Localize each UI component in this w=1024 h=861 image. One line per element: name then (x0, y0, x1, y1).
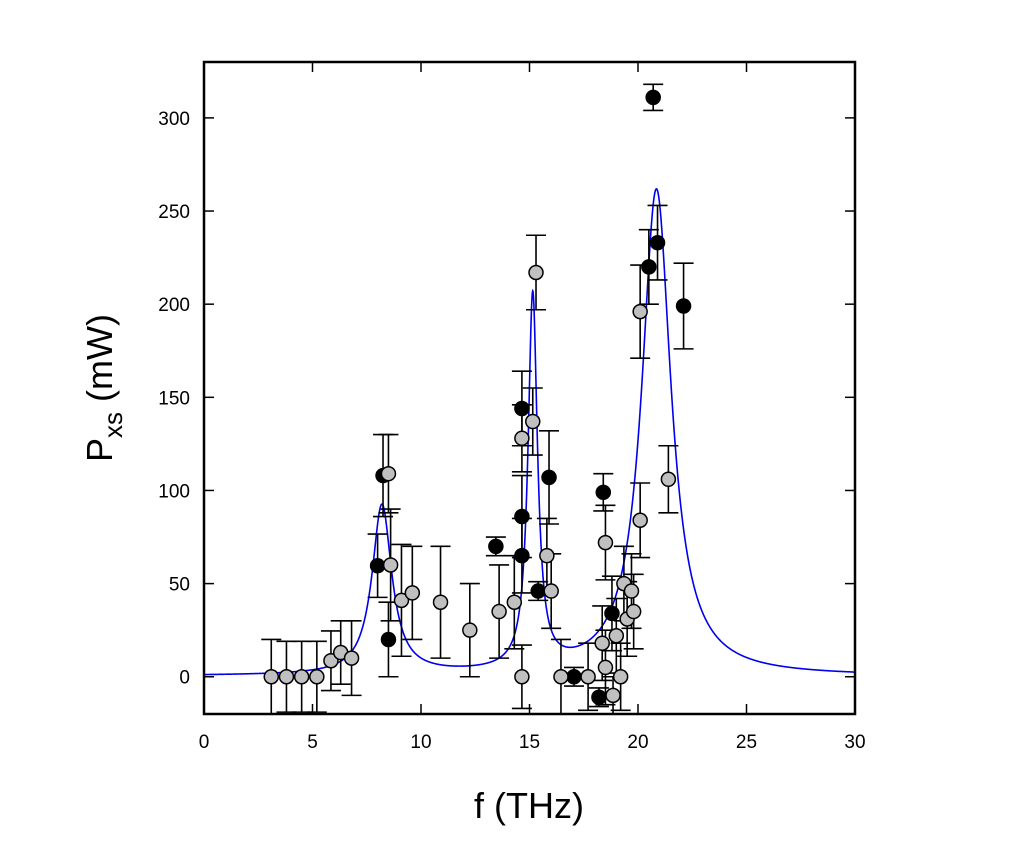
open-data-point (608, 628, 625, 644)
open-data-point (278, 668, 295, 685)
filled-data-point (380, 631, 397, 648)
open-data-point (632, 303, 648, 320)
y-axis-label-sub: xs (98, 412, 128, 438)
open-data-point (514, 668, 530, 685)
open-data-point (491, 603, 507, 620)
open-data-point (539, 547, 555, 564)
open-data-point (612, 668, 629, 685)
x-tick-label: 30 (844, 732, 865, 753)
filled-data-point (514, 547, 530, 564)
fit-curve-layer (204, 188, 856, 676)
y-tick-label: 200 (158, 295, 190, 316)
open-data-point (623, 583, 640, 599)
filled-data-point (591, 689, 607, 705)
open-data-point (293, 668, 310, 685)
y-tick-label: 250 (158, 202, 190, 223)
open-data-point (404, 585, 421, 601)
x-tick-label: 15 (519, 732, 540, 753)
open-data-point (528, 264, 544, 281)
filled-data-point (645, 89, 661, 106)
open-data-point (380, 465, 397, 482)
open-data-point (393, 592, 410, 609)
filled-data-point (649, 234, 666, 251)
open-data-point (597, 534, 614, 551)
y-tick-label: 50 (169, 575, 190, 596)
open-data-point (625, 603, 642, 620)
open-data-point (514, 430, 530, 447)
open-data-point (343, 650, 360, 666)
filled-data-point (488, 538, 504, 555)
open-data-point (543, 583, 559, 599)
y-tick-label: 150 (158, 388, 190, 409)
y-tick-label: 0 (179, 668, 190, 689)
filled-data-point (514, 508, 530, 525)
open-data-point (553, 668, 569, 685)
data-points (263, 89, 692, 705)
open-data-point (580, 668, 596, 685)
y-axis-label: Pxs (mW) (79, 314, 128, 462)
open-data-point (309, 668, 325, 685)
filled-data-point (530, 583, 546, 599)
filled-data-point (595, 484, 612, 501)
x-tick-label: 10 (410, 732, 431, 753)
filled-data-point (604, 605, 620, 622)
x-tick-label: 0 (199, 732, 210, 753)
x-tick-label: 20 (627, 732, 648, 753)
x-tick-label: 25 (736, 732, 757, 753)
x-tick-label: 5 (307, 732, 318, 753)
open-data-point (597, 659, 614, 676)
y-tick-label: 100 (158, 481, 190, 502)
open-data-point (525, 413, 541, 430)
open-data-point (605, 687, 621, 704)
y-axis-label-unit: (mW) (79, 314, 120, 402)
y-axis-label-space (79, 402, 120, 412)
open-data-point (462, 622, 478, 638)
open-data-point (660, 471, 677, 488)
open-data-point (594, 635, 610, 651)
fit-curve (204, 188, 856, 676)
open-data-point (382, 557, 399, 573)
filled-data-point (641, 259, 657, 275)
open-data-point (506, 594, 523, 610)
y-axis-label-main: P (79, 438, 120, 462)
open-data-point (632, 512, 648, 529)
filled-data-point (675, 298, 692, 314)
filled-data-point (541, 469, 557, 486)
filled-data-point (566, 668, 582, 685)
y-tick-label: 300 (158, 109, 190, 130)
x-axis-label: f (THz) (474, 785, 584, 826)
filled-data-point (514, 400, 530, 417)
open-data-point (323, 652, 339, 669)
open-data-point (263, 668, 280, 685)
filled-data-point (369, 557, 386, 574)
open-data-point (432, 594, 449, 610)
